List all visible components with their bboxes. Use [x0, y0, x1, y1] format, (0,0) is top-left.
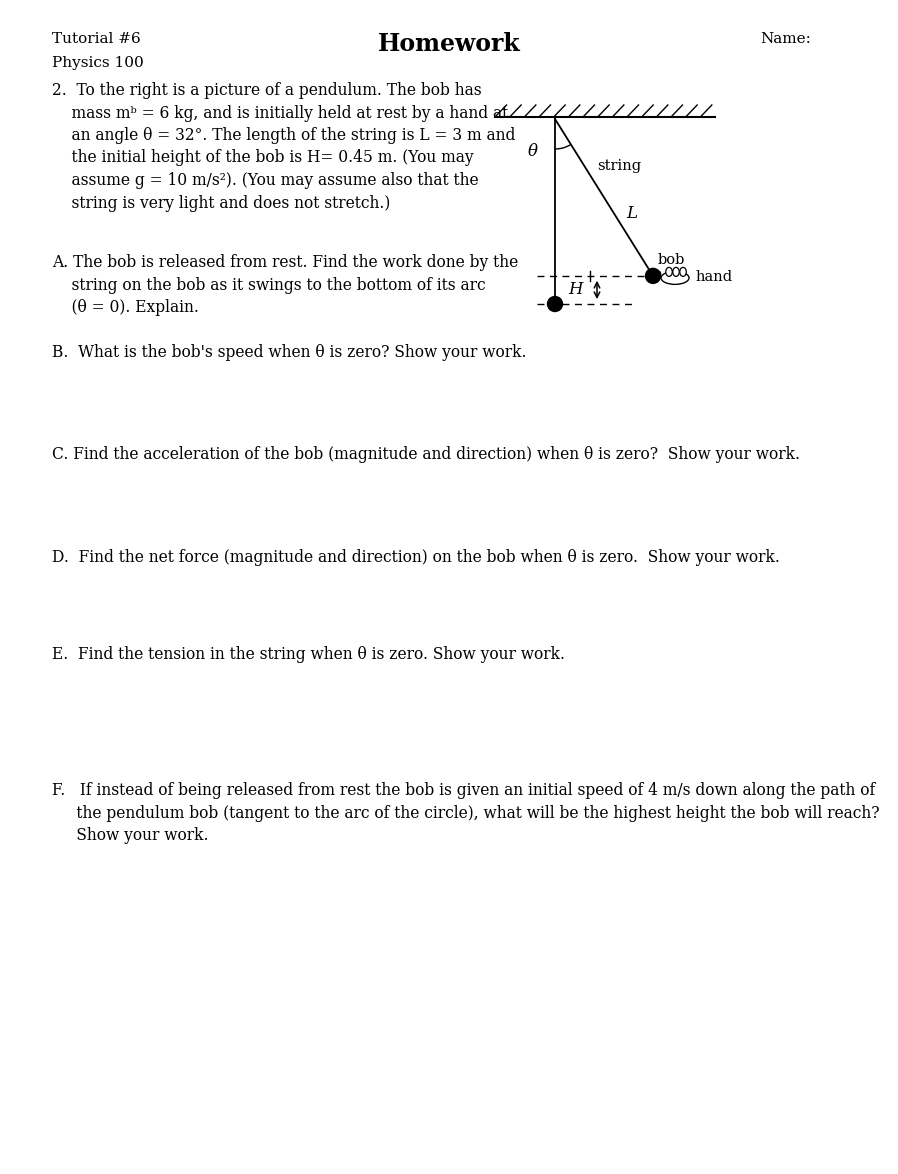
Ellipse shape — [654, 271, 661, 281]
Text: hand: hand — [695, 270, 732, 284]
Text: F.   If instead of being released from rest the bob is given an initial speed of: F. If instead of being released from res… — [52, 782, 876, 799]
Text: string on the bob as it swings to the bottom of its arc: string on the bob as it swings to the bo… — [52, 277, 486, 294]
Text: Show your work.: Show your work. — [52, 826, 208, 844]
Circle shape — [646, 269, 661, 283]
Text: an angle θ = 32°. The length of the string is L = 3 m and: an angle θ = 32°. The length of the stri… — [52, 127, 515, 144]
Text: the initial height of the bob is H= 0.45 m. (You may: the initial height of the bob is H= 0.45… — [52, 149, 473, 167]
Ellipse shape — [680, 268, 686, 276]
Text: bob: bob — [658, 252, 685, 266]
Text: string is very light and does not stretch.): string is very light and does not stretc… — [52, 195, 391, 211]
Text: mass mᵇ = 6 kg, and is initially held at rest by a hand at: mass mᵇ = 6 kg, and is initially held at… — [52, 104, 508, 121]
Text: Homework: Homework — [378, 32, 520, 56]
Ellipse shape — [661, 271, 689, 284]
Text: Name:: Name: — [760, 32, 811, 46]
Text: E.  Find the tension in the string when θ is zero. Show your work.: E. Find the tension in the string when θ… — [52, 646, 565, 663]
Text: C. Find the acceleration of the bob (magnitude and direction) when θ is zero?  S: C. Find the acceleration of the bob (mag… — [52, 446, 800, 463]
Text: Tutorial #6: Tutorial #6 — [52, 32, 141, 46]
Text: 2.  To the right is a picture of a pendulum. The bob has: 2. To the right is a picture of a pendul… — [52, 82, 481, 99]
Circle shape — [548, 297, 562, 311]
Text: L: L — [626, 204, 637, 222]
Text: D.  Find the net force (magnitude and direction) on the bob when θ is zero.  Sho: D. Find the net force (magnitude and dir… — [52, 549, 779, 566]
Text: θ: θ — [528, 142, 538, 160]
Text: the pendulum bob (tangent to the arc of the circle), what will be the highest he: the pendulum bob (tangent to the arc of … — [52, 804, 880, 822]
Text: A. The bob is released from rest. Find the work done by the: A. The bob is released from rest. Find t… — [52, 254, 518, 271]
Text: B.  What is the bob's speed when θ is zero? Show your work.: B. What is the bob's speed when θ is zer… — [52, 344, 526, 360]
Text: (θ = 0). Explain.: (θ = 0). Explain. — [52, 299, 198, 316]
Text: string: string — [597, 158, 641, 173]
Ellipse shape — [665, 268, 673, 276]
Text: assume g = 10 m/s²). (You may assume also that the: assume g = 10 m/s²). (You may assume als… — [52, 173, 479, 189]
Ellipse shape — [673, 268, 679, 276]
Text: H: H — [568, 282, 583, 298]
Text: Physics 100: Physics 100 — [52, 56, 144, 70]
